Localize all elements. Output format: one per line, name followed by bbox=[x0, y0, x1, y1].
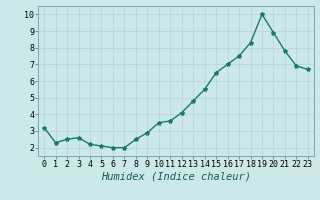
X-axis label: Humidex (Indice chaleur): Humidex (Indice chaleur) bbox=[101, 172, 251, 182]
